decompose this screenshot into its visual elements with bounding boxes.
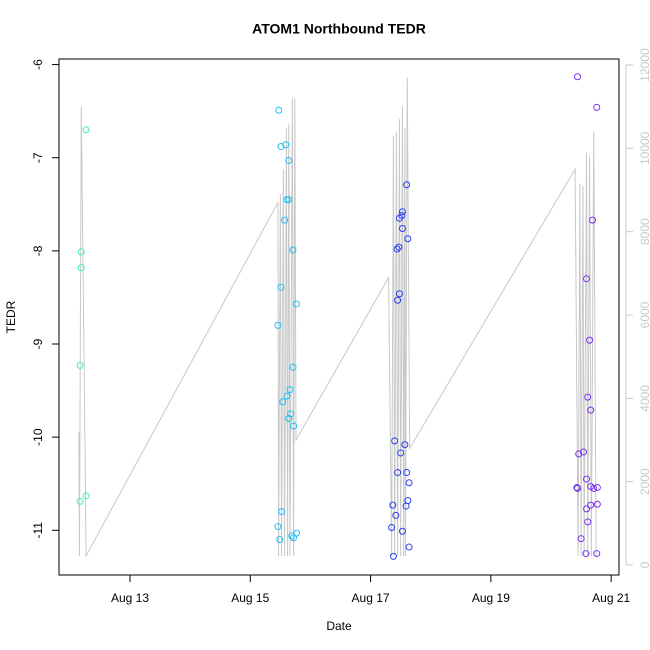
x-tick-label: Aug 17	[352, 591, 390, 605]
altitude-line	[78, 77, 597, 558]
y-axis-label: TEDR	[4, 300, 18, 333]
x-tick-label: Aug 21	[592, 591, 630, 605]
point	[388, 523, 396, 531]
point	[587, 501, 595, 509]
y2-tick-label: 2000	[638, 468, 650, 495]
point	[393, 245, 401, 253]
point	[276, 536, 284, 544]
y2-tick-label: 0	[638, 561, 650, 568]
x-tick-label: Aug 13	[111, 591, 149, 605]
point	[573, 484, 581, 492]
point	[589, 216, 597, 224]
point	[405, 479, 413, 487]
y-tick-label: -6	[31, 59, 45, 70]
point	[586, 336, 594, 344]
y2-tick-label: 10000	[638, 131, 650, 165]
point	[281, 216, 289, 224]
point	[283, 392, 291, 400]
point	[398, 527, 406, 535]
point	[293, 300, 301, 308]
point	[279, 398, 287, 406]
point	[287, 410, 295, 418]
point	[593, 103, 601, 111]
chart-title: ATOM1 Northbound TEDR	[252, 21, 426, 37]
point	[286, 386, 294, 394]
y-tick-label: -9	[31, 338, 45, 349]
point	[283, 196, 291, 204]
point	[277, 143, 285, 151]
point	[394, 469, 402, 477]
point	[398, 208, 406, 216]
point	[398, 225, 406, 233]
point	[391, 437, 399, 445]
point	[583, 275, 591, 283]
point	[401, 441, 409, 449]
y2-tick-label: 8000	[638, 218, 650, 245]
point	[389, 501, 397, 509]
point	[76, 361, 84, 369]
point	[397, 449, 405, 457]
point	[584, 518, 592, 526]
point	[290, 422, 298, 430]
point	[275, 106, 283, 114]
point	[293, 529, 301, 537]
point	[593, 500, 601, 508]
x-tick-label: Aug 19	[472, 591, 510, 605]
point	[285, 415, 293, 423]
point	[593, 483, 601, 491]
point	[583, 505, 591, 513]
point	[289, 246, 297, 254]
point	[282, 141, 290, 149]
point	[403, 469, 411, 477]
point	[389, 552, 397, 560]
point	[402, 502, 410, 510]
point	[82, 126, 90, 134]
point	[403, 181, 411, 189]
point	[590, 484, 598, 492]
point	[395, 290, 403, 298]
point	[285, 196, 293, 204]
point	[582, 550, 590, 558]
point	[593, 550, 601, 558]
point	[395, 243, 403, 251]
point	[395, 214, 403, 222]
point	[584, 393, 592, 401]
y-tick-label: -7	[31, 152, 45, 163]
y2-tick-label: 4000	[638, 385, 650, 412]
y-tick-label: -10	[31, 428, 45, 446]
point	[404, 235, 412, 243]
point	[575, 450, 583, 458]
point	[583, 475, 591, 483]
point	[289, 363, 297, 371]
point	[573, 73, 581, 81]
point	[77, 264, 85, 272]
point	[274, 523, 282, 531]
point	[394, 296, 402, 304]
plot-frame	[58, 58, 620, 576]
point	[278, 508, 286, 516]
point	[77, 248, 85, 256]
y2-tick-label: 6000	[638, 301, 650, 328]
x-axis-label: Date	[326, 619, 352, 633]
point	[277, 283, 285, 291]
point	[274, 321, 282, 329]
x-tick-label: Aug 15	[231, 591, 269, 605]
point	[577, 535, 585, 543]
point	[405, 543, 413, 551]
point	[76, 497, 84, 505]
y-tick-label: -11	[31, 522, 45, 539]
point	[580, 448, 588, 456]
y-tick-label: -8	[31, 245, 45, 256]
point	[285, 157, 293, 165]
point	[82, 492, 90, 500]
point	[587, 406, 595, 414]
y2-tick-label: 12000	[638, 48, 650, 82]
point	[392, 511, 400, 519]
